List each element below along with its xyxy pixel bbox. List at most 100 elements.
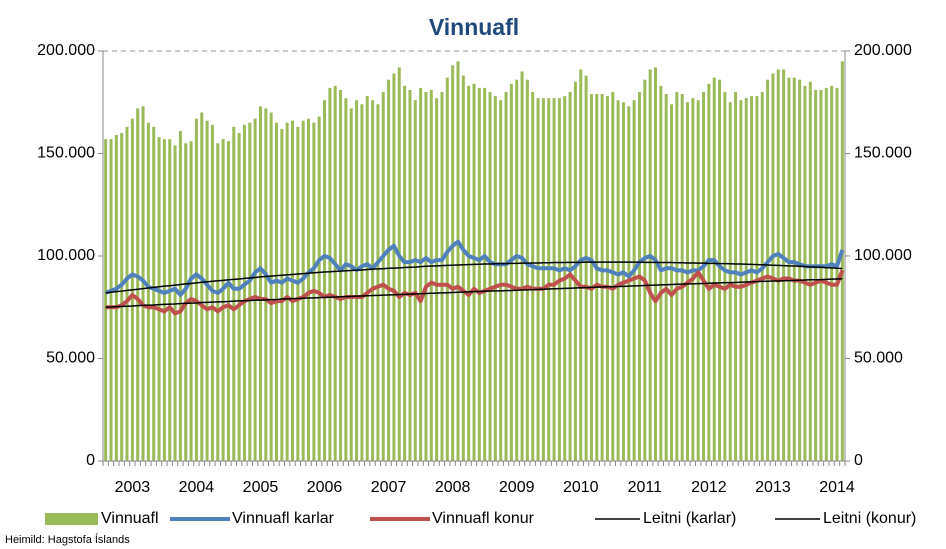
bar (157, 137, 161, 461)
bar (424, 92, 428, 461)
bar (643, 79, 647, 461)
bar (371, 100, 375, 461)
bar (600, 94, 604, 462)
bar (696, 100, 700, 461)
bar (712, 77, 716, 462)
bar (589, 94, 593, 462)
bar (728, 102, 732, 461)
bar (792, 77, 796, 462)
bar (413, 100, 417, 461)
bar (605, 96, 609, 461)
bar (627, 106, 631, 461)
bar (435, 98, 439, 462)
bar (221, 139, 225, 461)
bar (376, 104, 380, 462)
bar (493, 96, 497, 461)
bar (664, 94, 668, 462)
bar (120, 133, 124, 461)
bar (670, 104, 674, 462)
bar (307, 118, 311, 462)
legend-label: Vinnuafl konur (432, 510, 535, 527)
bar (328, 87, 332, 462)
bar (451, 65, 455, 461)
y-tick-label: 200.000 (37, 42, 95, 59)
bar (766, 79, 770, 461)
line (104, 239, 845, 297)
bar (552, 98, 556, 462)
x-tick-label: 2014 (819, 479, 855, 496)
bar (509, 83, 513, 462)
bar (547, 98, 551, 462)
line (105, 269, 845, 316)
legend-label: Vinnuafl karlar (232, 510, 335, 527)
y2-tick-label: 100.000 (854, 247, 912, 264)
bar (104, 139, 108, 461)
bar (803, 85, 807, 461)
bar (136, 108, 140, 462)
x-tick-label: 2013 (755, 479, 791, 496)
bar (339, 89, 343, 461)
bar (360, 104, 364, 462)
bar (200, 112, 204, 461)
legend-label: Vinnuafl (101, 510, 159, 527)
x-tick-label: 2003 (115, 479, 151, 496)
bar (702, 92, 706, 461)
bar (258, 106, 262, 461)
y2-tick-label: 0 (854, 452, 863, 469)
bar (296, 126, 300, 461)
x-tick-label: 2006 (307, 479, 343, 496)
bar (798, 79, 802, 461)
y-tick-label: 100.000 (37, 247, 95, 264)
bar (269, 112, 273, 461)
bar (387, 79, 391, 461)
bar (680, 94, 684, 462)
bar (242, 124, 246, 462)
bar (750, 96, 754, 461)
bar (264, 108, 268, 462)
bar (114, 135, 118, 462)
bar (472, 83, 476, 462)
bar (456, 61, 460, 461)
bar (787, 77, 791, 462)
bar (504, 92, 508, 461)
x-tick-label: 2010 (563, 479, 599, 496)
bar (840, 61, 844, 461)
bar (381, 92, 385, 461)
x-tick-label: 2005 (243, 479, 279, 496)
bar (419, 87, 423, 462)
x-tick-label: 2007 (371, 479, 407, 496)
bar (824, 87, 828, 462)
bar (675, 92, 679, 461)
bar (168, 139, 172, 461)
bar (573, 81, 577, 461)
bar (531, 92, 535, 461)
bar (467, 85, 471, 461)
bar (109, 139, 113, 461)
bar (429, 89, 433, 461)
bar (237, 133, 241, 461)
x-tick-label: 2004 (179, 479, 215, 496)
legend-label: Leitni (karlar) (643, 510, 736, 527)
bar (595, 94, 599, 462)
bar (274, 122, 278, 461)
bar (616, 100, 620, 461)
bar (520, 71, 524, 461)
x-tick-label: 2012 (691, 479, 727, 496)
bar (445, 77, 449, 462)
bar (771, 73, 775, 462)
bar (146, 122, 150, 461)
bar (344, 98, 348, 462)
bar (291, 120, 295, 461)
y2-tick-label: 200.000 (854, 42, 912, 59)
bar (317, 116, 321, 461)
bar (488, 92, 492, 461)
bar (408, 89, 412, 461)
bar (611, 92, 615, 461)
bar (125, 126, 129, 461)
bar (232, 126, 236, 461)
bar (718, 79, 722, 461)
bar (477, 87, 481, 462)
bar (285, 122, 289, 461)
bar (403, 85, 407, 461)
